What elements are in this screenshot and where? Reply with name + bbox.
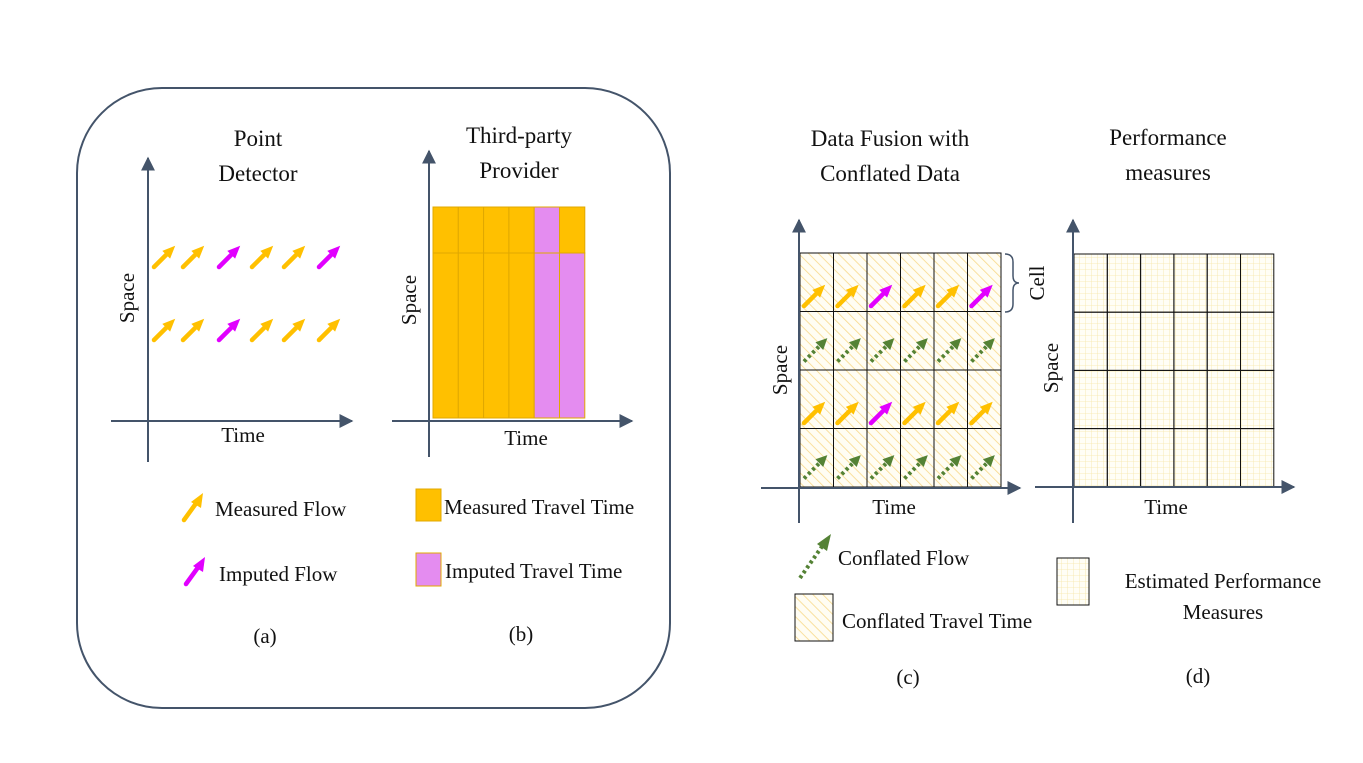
panel-a-ylabel: Space	[115, 273, 139, 323]
legend-c: Conflated Flow Conflated Travel Time	[794, 534, 1032, 642]
measured-flow-arrow	[835, 284, 859, 309]
estimated-performance-label-line2: Measures	[1183, 600, 1263, 624]
imputed-travel-time-cell	[533, 252, 561, 419]
panel-a: Point Detector Space Time (a)	[111, 126, 354, 648]
imputed-flow-arrow	[316, 245, 341, 270]
measured-travel-time-cell	[483, 206, 510, 254]
imputed-flow-arrow	[216, 318, 241, 343]
measured-flow-arrow	[902, 401, 926, 426]
measured-flow-arrow	[180, 318, 205, 343]
conflated-flow-arrow	[903, 455, 928, 480]
cell-brace	[1004, 253, 1020, 313]
measured-travel-time-swatch	[415, 488, 442, 522]
measured-flow-arrow	[151, 245, 176, 270]
conflated-flow-arrow	[869, 455, 895, 480]
estimated-performance-swatch	[1056, 557, 1090, 606]
measured-travel-time-cell	[432, 252, 459, 419]
panel-d-title-line1: Performance	[1109, 125, 1227, 150]
measured-flow-arrow	[281, 245, 306, 270]
panel-b-caption: (b)	[509, 622, 534, 646]
panel-c: Data Fusion with Conflated Data Space Ti…	[761, 126, 1049, 689]
imputed-flow-arrow	[969, 284, 993, 309]
measured-travel-time-cell	[508, 206, 535, 254]
conflated-flow-arrow	[869, 338, 895, 363]
panel-c-caption: (c)	[896, 665, 919, 689]
conflated-flow-arrow	[802, 455, 828, 480]
imputed-flow-legend-label: Imputed Flow	[219, 562, 338, 586]
legend-b: Measured Travel Time Imputed Travel Time	[415, 488, 634, 587]
panel-c-title-line1: Data Fusion with	[811, 126, 970, 151]
measured-travel-time-cell	[457, 206, 485, 254]
measured-flow-arrow	[801, 401, 826, 426]
measured-travel-time-cell	[432, 206, 459, 254]
measured-flow-arrow	[902, 284, 926, 309]
measured-travel-time-cell	[457, 252, 485, 419]
panel-a-flow-arrows	[151, 245, 341, 343]
conflated-flow-arrow	[836, 338, 861, 363]
panel-a-xlabel: Time	[221, 423, 265, 447]
measured-flow-arrow	[935, 284, 960, 309]
conflated-flow-legend-icon	[798, 534, 831, 580]
legend-d: Estimated Performance Measures	[1056, 557, 1322, 624]
measured-flow-arrow	[316, 318, 341, 343]
imputed-travel-time-label: Imputed Travel Time	[445, 559, 622, 583]
conflated-travel-time-label: Conflated Travel Time	[842, 609, 1032, 633]
conflated-flow-arrow	[936, 338, 962, 363]
measured-flow-arrow	[249, 245, 274, 270]
panel-d-title-line2: measures	[1125, 160, 1211, 185]
conflated-flow-arrow	[802, 338, 828, 363]
measured-flow-arrow	[151, 318, 176, 343]
panel-b-xlabel: Time	[504, 426, 548, 450]
measured-flow-arrow	[281, 318, 306, 343]
measured-flow-arrow	[180, 245, 205, 270]
measured-travel-time-cell	[559, 206, 586, 254]
conflated-travel-time-swatch	[794, 593, 834, 642]
measured-travel-time-cell	[483, 252, 510, 419]
measured-flow-arrow	[935, 401, 960, 426]
panel-d-caption: (d)	[1186, 664, 1211, 688]
panel-b-title-line1: Third-party	[466, 123, 573, 148]
conflated-flow-arrow	[836, 455, 861, 480]
panel-c-ylabel: Space	[768, 345, 792, 395]
panel-a-caption: (a)	[253, 624, 276, 648]
imputed-flow-arrow	[868, 284, 893, 309]
estimated-performance-label-line1: Estimated Performance	[1125, 569, 1322, 593]
measured-flow-legend-label: Measured Flow	[215, 497, 347, 521]
imputed-travel-time-cell	[559, 252, 586, 419]
measured-flow-arrow	[835, 401, 859, 426]
conflated-flow-arrow	[970, 455, 995, 480]
imputed-flow-arrow	[216, 245, 241, 270]
measured-flow-arrow	[801, 284, 826, 309]
panel-c-title-line2: Conflated Data	[820, 161, 960, 186]
panel-c-xlabel: Time	[872, 495, 916, 519]
imputed-flow-arrow	[868, 401, 893, 426]
cell-label: Cell	[1025, 265, 1049, 300]
legend-a: Measured Flow Imputed Flow	[181, 493, 347, 587]
conflated-flow-arrow	[936, 455, 962, 480]
measured-travel-time-label: Measured Travel Time	[444, 495, 634, 519]
measured-flow-legend-icon	[181, 493, 203, 523]
panel-d: Performance measures Space Time (d)	[1035, 125, 1296, 688]
imputed-flow-legend-icon	[183, 557, 205, 587]
panel-ab-border	[76, 87, 671, 709]
panel-d-xlabel: Time	[1144, 495, 1188, 519]
imputed-travel-time-swatch	[415, 552, 442, 587]
panel-b-ylabel: Space	[397, 275, 421, 325]
panel-b: Third-party Provider Space Time (b)	[392, 123, 634, 646]
panel-c-flow-arrows	[801, 284, 995, 480]
imputed-travel-time-cell	[533, 206, 561, 254]
panel-b-travel-time-cells	[432, 206, 586, 419]
panel-b-title-line2: Provider	[479, 158, 559, 183]
panel-d-ylabel: Space	[1039, 343, 1063, 393]
measured-travel-time-cell	[508, 252, 535, 419]
panel-a-title-line1: Point	[234, 126, 283, 151]
measured-flow-arrow	[249, 318, 274, 343]
conflated-flow-arrow	[970, 338, 995, 363]
panel-a-title-line2: Detector	[218, 161, 298, 186]
conflated-flow-arrow	[903, 338, 928, 363]
measured-flow-arrow	[969, 401, 993, 426]
conflated-flow-legend-label: Conflated Flow	[838, 546, 970, 570]
